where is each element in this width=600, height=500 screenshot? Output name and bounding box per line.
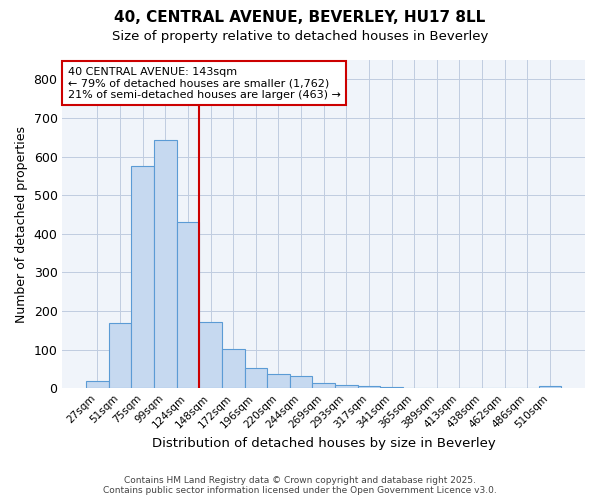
Bar [109,324,131,388]
Bar [199,322,222,388]
Bar [290,376,313,388]
Text: Size of property relative to detached houses in Beverley: Size of property relative to detached ho… [112,30,488,43]
Bar [539,386,561,388]
Bar [176,222,199,388]
Bar [86,380,109,388]
Bar [267,374,290,388]
Bar [245,368,267,388]
Bar [358,386,380,388]
Bar [380,387,403,388]
Y-axis label: Number of detached properties: Number of detached properties [15,126,28,322]
X-axis label: Distribution of detached houses by size in Beverley: Distribution of detached houses by size … [152,437,496,450]
Text: 40 CENTRAL AVENUE: 143sqm
← 79% of detached houses are smaller (1,762)
21% of se: 40 CENTRAL AVENUE: 143sqm ← 79% of detac… [68,66,341,100]
Text: 40, CENTRAL AVENUE, BEVERLEY, HU17 8LL: 40, CENTRAL AVENUE, BEVERLEY, HU17 8LL [115,10,485,25]
Text: Contains HM Land Registry data © Crown copyright and database right 2025.
Contai: Contains HM Land Registry data © Crown c… [103,476,497,495]
Bar [131,166,154,388]
Bar [335,385,358,388]
Bar [313,383,335,388]
Bar [154,140,176,388]
Bar [222,348,245,389]
